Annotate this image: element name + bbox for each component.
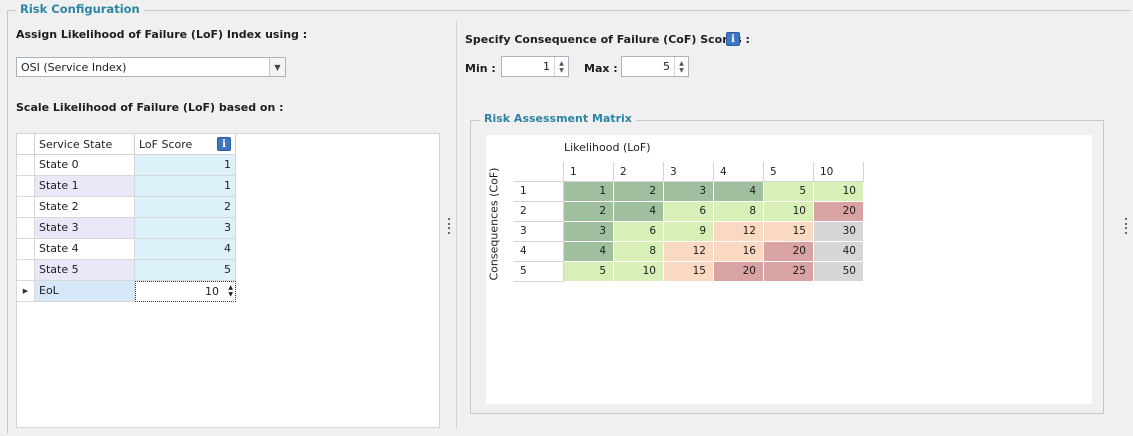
col-header-lof-score[interactable]: LoF Score i xyxy=(135,134,236,155)
matrix-cell: 15 xyxy=(664,262,714,282)
service-state-cell[interactable]: State 0 xyxy=(35,155,135,176)
row-indicator[interactable] xyxy=(17,176,35,197)
lof-index-selected: OSI (Service Index) xyxy=(21,61,127,74)
matrix-cell: 2 xyxy=(564,202,614,222)
col-header-service-state[interactable]: Service State xyxy=(35,134,135,155)
lof-score-cell[interactable]: 2 xyxy=(135,197,236,218)
matrix-cell: 2 xyxy=(614,182,664,202)
matrix-row-header: 2 xyxy=(514,202,564,222)
matrix-cell: 16 xyxy=(714,242,764,262)
grid-corner xyxy=(17,134,35,155)
matrix-cell: 15 xyxy=(764,222,814,242)
spinner-arrows-icon[interactable]: ▲ ▼ xyxy=(674,57,688,76)
matrix-cell: 30 xyxy=(814,222,864,242)
matrix-cell: 9 xyxy=(664,222,714,242)
matrix-cell: 5 xyxy=(764,182,814,202)
row-indicator[interactable] xyxy=(17,239,35,260)
lof-score-cell[interactable]: 3 xyxy=(135,218,236,239)
row-indicator[interactable] xyxy=(17,260,35,281)
scale-lof-label: Scale Likelihood of Failure (LoF) based … xyxy=(16,101,284,114)
service-state-cell[interactable]: State 2 xyxy=(35,197,135,218)
matrix-cell: 20 xyxy=(764,242,814,262)
cof-max-value: 5 xyxy=(663,60,670,73)
matrix-col-header: 2 xyxy=(614,162,664,182)
likelihood-axis-label: Likelihood (LoF) xyxy=(564,141,651,154)
splitter-grip-icon[interactable] xyxy=(448,218,451,234)
matrix-col-header: 1 xyxy=(564,162,614,182)
matrix-row-header: 5 xyxy=(514,262,564,282)
service-state-cell[interactable]: State 1 xyxy=(35,176,135,197)
matrix-cell: 25 xyxy=(764,262,814,282)
group-title: Risk Configuration xyxy=(16,2,144,16)
risk-matrix-group xyxy=(470,120,1104,414)
matrix-col-header: 5 xyxy=(764,162,814,182)
matrix-cell: 8 xyxy=(714,202,764,222)
spinner-arrows-icon[interactable]: ▲ ▼ xyxy=(554,57,568,76)
matrix-cell: 50 xyxy=(814,262,864,282)
lof-index-dropdown[interactable]: OSI (Service Index) ▼ xyxy=(16,57,286,77)
cof-max-spinner[interactable]: 5 ▲ ▼ xyxy=(621,56,689,77)
matrix-cell: 6 xyxy=(614,222,664,242)
matrix-cell: 10 xyxy=(614,262,664,282)
consequences-axis-label: Consequences (CoF) xyxy=(484,167,501,282)
matrix-cell: 5 xyxy=(564,262,614,282)
consequences-axis-text: Consequences (CoF) xyxy=(487,167,501,281)
lof-score-header-label: LoF Score xyxy=(139,138,193,151)
matrix-cell: 4 xyxy=(714,182,764,202)
panel-divider xyxy=(456,21,457,429)
matrix-cell: 12 xyxy=(664,242,714,262)
service-state-cell[interactable]: State 3 xyxy=(35,218,135,239)
row-indicator[interactable] xyxy=(17,218,35,239)
splitter-grip-icon[interactable] xyxy=(1125,218,1128,234)
matrix-cell: 12 xyxy=(714,222,764,242)
info-icon[interactable]: i xyxy=(217,137,231,151)
matrix-row-header: 1 xyxy=(514,182,564,202)
lof-score-edit-value[interactable]: 10 xyxy=(205,285,219,298)
row-indicator-arrow-icon[interactable]: ▶ xyxy=(17,281,35,302)
matrix-corner xyxy=(514,162,564,182)
row-indicator[interactable] xyxy=(17,155,35,176)
cof-label: Specify Consequence of Failure (CoF) Sco… xyxy=(465,33,750,46)
matrix-cell: 8 xyxy=(614,242,664,262)
matrix-row-header: 3 xyxy=(514,222,564,242)
max-label: Max : xyxy=(584,62,618,75)
risk-matrix-title: Risk Assessment Matrix xyxy=(480,112,636,125)
matrix-cell: 6 xyxy=(664,202,714,222)
matrix-cell: 10 xyxy=(764,202,814,222)
risk-matrix-panel: Likelihood (LoF) 1 2 3 4 5 10 1 1 2 3 4 5 10 2 2 4 6 8 10 2… xyxy=(486,135,1092,404)
service-state-cell[interactable]: EoL xyxy=(35,281,135,302)
spinner-arrows-icon[interactable]: ▲ ▼ xyxy=(228,284,233,298)
lof-score-cell[interactable]: 1 xyxy=(135,176,236,197)
min-label: Min : xyxy=(465,62,496,75)
lof-score-cell[interactable]: 5 xyxy=(135,260,236,281)
lof-score-cell[interactable]: 1 xyxy=(135,155,236,176)
matrix-row-header: 4 xyxy=(514,242,564,262)
matrix-col-header: 4 xyxy=(714,162,764,182)
info-icon[interactable]: i xyxy=(726,32,740,46)
matrix-cell: 20 xyxy=(814,202,864,222)
risk-configuration-group xyxy=(7,10,1131,433)
matrix-cell: 3 xyxy=(564,222,614,242)
matrix-cell: 40 xyxy=(814,242,864,262)
matrix-cell: 10 xyxy=(814,182,864,202)
service-state-cell[interactable]: State 4 xyxy=(35,239,135,260)
matrix-cell: 4 xyxy=(564,242,614,262)
lof-score-editor[interactable]: 10 ▲ ▼ xyxy=(135,281,236,302)
chevron-down-icon[interactable]: ▼ xyxy=(269,58,285,76)
service-state-grid[interactable]: Service State LoF Score i State 0 1 State … xyxy=(16,133,440,428)
service-state-cell[interactable]: State 5 xyxy=(35,260,135,281)
matrix-cell: 1 xyxy=(564,182,614,202)
matrix-cell: 4 xyxy=(614,202,664,222)
lof-score-cell[interactable]: 4 xyxy=(135,239,236,260)
cof-min-value: 1 xyxy=(543,60,550,73)
matrix-col-header: 3 xyxy=(664,162,714,182)
row-indicator[interactable] xyxy=(17,197,35,218)
cof-min-spinner[interactable]: 1 ▲ ▼ xyxy=(501,56,569,77)
matrix-cell: 20 xyxy=(714,262,764,282)
matrix-cell: 3 xyxy=(664,182,714,202)
assign-lof-label: Assign Likelihood of Failure (LoF) Index… xyxy=(16,28,308,41)
matrix-col-header: 10 xyxy=(814,162,864,182)
